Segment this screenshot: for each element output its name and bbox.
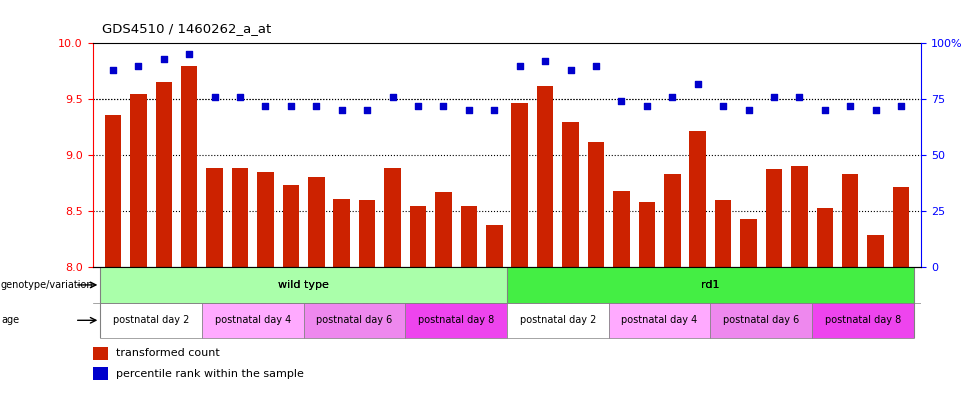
- Bar: [104, 115, 121, 267]
- Bar: [868, 235, 884, 267]
- Text: age: age: [1, 315, 20, 325]
- Point: [410, 103, 426, 109]
- Point: [512, 62, 527, 69]
- Bar: [537, 86, 554, 267]
- Text: wild type: wild type: [278, 280, 330, 290]
- Point: [690, 81, 706, 87]
- Point: [461, 107, 477, 114]
- Text: GDS4510 / 1460262_a_at: GDS4510 / 1460262_a_at: [102, 22, 272, 35]
- Point: [817, 107, 833, 114]
- Text: rd1: rd1: [701, 280, 720, 290]
- Bar: [588, 142, 604, 267]
- Bar: [842, 174, 858, 267]
- Bar: [100, 303, 202, 338]
- Point: [563, 67, 578, 73]
- Bar: [711, 303, 812, 338]
- Point: [207, 94, 222, 100]
- Text: postnatal day 2: postnatal day 2: [113, 315, 189, 325]
- Text: percentile rank within the sample: percentile rank within the sample: [116, 369, 303, 379]
- Bar: [740, 219, 757, 267]
- Bar: [893, 187, 910, 267]
- Point: [766, 94, 782, 100]
- Text: postnatal day 4: postnatal day 4: [214, 315, 291, 325]
- Bar: [93, 347, 107, 360]
- Bar: [232, 167, 249, 267]
- Point: [716, 103, 731, 109]
- Point: [334, 107, 350, 114]
- Point: [181, 51, 197, 57]
- Text: postnatal day 6: postnatal day 6: [316, 315, 393, 325]
- Bar: [689, 130, 706, 267]
- Bar: [303, 303, 406, 338]
- Point: [232, 94, 248, 100]
- Bar: [181, 66, 198, 267]
- Point: [283, 103, 298, 109]
- Bar: [257, 172, 274, 267]
- Bar: [207, 167, 223, 267]
- Bar: [563, 121, 579, 267]
- Point: [893, 103, 909, 109]
- Bar: [507, 303, 608, 338]
- Bar: [283, 185, 299, 267]
- Bar: [460, 206, 477, 267]
- Bar: [202, 303, 303, 338]
- Point: [156, 56, 172, 62]
- Bar: [507, 267, 914, 303]
- Bar: [410, 206, 426, 267]
- Bar: [384, 167, 401, 267]
- Point: [792, 94, 807, 100]
- Text: postnatal day 8: postnatal day 8: [825, 315, 901, 325]
- Point: [664, 94, 680, 100]
- Bar: [639, 202, 655, 267]
- Bar: [812, 303, 914, 338]
- Text: transformed count: transformed count: [116, 349, 219, 358]
- Point: [131, 62, 146, 69]
- Point: [588, 62, 604, 69]
- Bar: [791, 166, 807, 267]
- Point: [257, 103, 273, 109]
- Text: postnatal day 6: postnatal day 6: [723, 315, 800, 325]
- Bar: [435, 192, 451, 267]
- Text: genotype/variation: genotype/variation: [1, 280, 94, 290]
- Bar: [100, 267, 507, 303]
- Point: [613, 98, 629, 105]
- Bar: [715, 200, 731, 267]
- Bar: [664, 174, 681, 267]
- Point: [537, 58, 553, 64]
- Text: rd1: rd1: [701, 280, 720, 290]
- Bar: [130, 94, 146, 267]
- Point: [385, 94, 401, 100]
- Text: postnatal day 8: postnatal day 8: [418, 315, 494, 325]
- Text: postnatal day 2: postnatal day 2: [520, 315, 596, 325]
- Point: [868, 107, 883, 114]
- Bar: [613, 191, 630, 267]
- Bar: [156, 83, 172, 267]
- Point: [487, 107, 502, 114]
- Point: [741, 107, 757, 114]
- Text: postnatal day 4: postnatal day 4: [621, 315, 698, 325]
- Bar: [486, 225, 502, 267]
- Bar: [93, 367, 107, 380]
- Bar: [765, 169, 782, 267]
- Point: [308, 103, 324, 109]
- Bar: [512, 103, 528, 267]
- Bar: [406, 303, 507, 338]
- Bar: [308, 176, 325, 267]
- Point: [842, 103, 858, 109]
- Bar: [608, 303, 711, 338]
- Point: [360, 107, 375, 114]
- Bar: [359, 200, 375, 267]
- Bar: [333, 199, 350, 267]
- Text: wild type: wild type: [278, 280, 330, 290]
- Bar: [816, 208, 833, 267]
- Point: [639, 103, 654, 109]
- Point: [436, 103, 451, 109]
- Point: [105, 67, 121, 73]
